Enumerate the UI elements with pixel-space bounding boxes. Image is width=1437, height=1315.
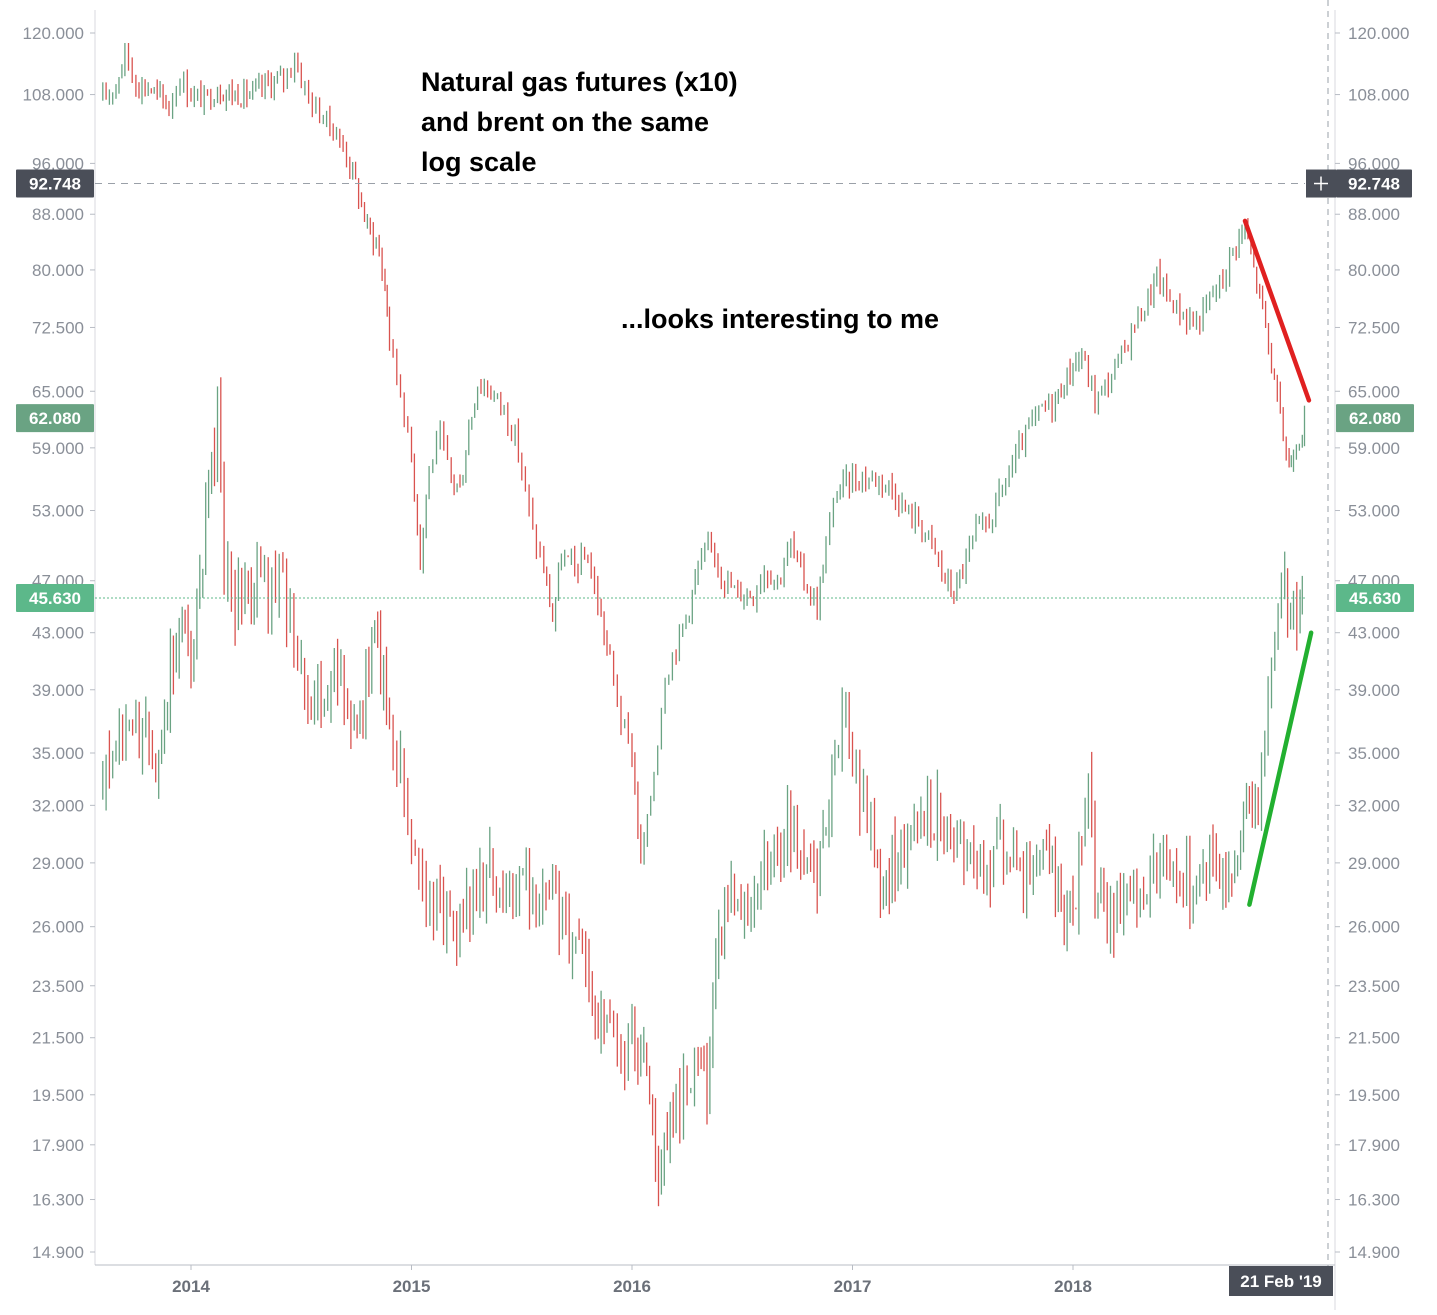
y-tick-right-3: 88.000 — [1348, 205, 1400, 224]
y-tick-left-15: 26.000 — [32, 918, 84, 937]
x-tick-2015: 2015 — [393, 1277, 431, 1296]
y-tick-left-19: 17.900 — [32, 1136, 84, 1155]
y-tick-left-3: 88.000 — [32, 205, 84, 224]
y-axis-right: 120.000 108.000 96.000 88.000 80.000 72.500 65… — [1335, 24, 1409, 1262]
y-tick-right-14: 29.000 — [1348, 854, 1400, 873]
gas-price-left-label: 45.630 — [29, 589, 81, 608]
y-tick-right-18: 19.500 — [1348, 1086, 1400, 1105]
y-tick-right-10: 43.000 — [1348, 624, 1400, 643]
y-tick-left-2: 96.000 — [32, 154, 84, 173]
y-tick-right-20: 16.300 — [1348, 1191, 1400, 1210]
brent-price-right-label: 62.080 — [1349, 409, 1401, 428]
y-tick-right-12: 35.000 — [1348, 744, 1400, 763]
y-tick-left-1: 108.000 — [23, 86, 84, 105]
crosshair-date-bg — [1229, 1266, 1333, 1296]
y-tick-left-13: 32.000 — [32, 796, 84, 815]
annotation-comment: ...looks interesting to me — [621, 304, 939, 334]
brent-price-left-label: 62.080 — [29, 409, 81, 428]
y-axis-left: 120.000 108.000 96.000 88.000 80.000 72.500 65… — [23, 24, 95, 1262]
gas-price-right: 45.630 — [1336, 584, 1414, 613]
annotation-line-3: log scale — [421, 147, 537, 177]
crosshair-price-left-label: 92.748 — [29, 175, 81, 194]
gas-price-right-label: 45.630 — [1349, 589, 1401, 608]
crosshair-price-left: 92.748 — [16, 169, 94, 198]
y-tick-left-16: 23.500 — [32, 977, 84, 996]
y-tick-left-4: 80.000 — [32, 261, 84, 280]
y-tick-left-11: 39.000 — [32, 681, 84, 700]
y-tick-right-21: 14.900 — [1348, 1243, 1400, 1262]
annotation-line-1: Natural gas futures (x10) — [421, 67, 738, 97]
y-tick-left-0: 120.000 — [23, 24, 84, 43]
y-tick-left-20: 16.300 — [32, 1191, 84, 1210]
y-tick-right-1: 108.000 — [1348, 86, 1409, 105]
y-tick-left-18: 19.500 — [32, 1086, 84, 1105]
brent-price-left-bg — [16, 404, 94, 433]
y-tick-right-15: 26.000 — [1348, 918, 1400, 937]
crosshair-date-badge: 21 Feb '19 — [1229, 1266, 1333, 1296]
y-tick-left-7: 59.000 — [32, 439, 84, 458]
y-tick-right-7: 59.000 — [1348, 439, 1400, 458]
crosshair-plus-icon — [1306, 169, 1336, 198]
y-tick-right-19: 17.900 — [1348, 1136, 1400, 1155]
gas-price-left: 45.630 — [16, 584, 94, 613]
x-tick-2018: 2018 — [1054, 1277, 1092, 1296]
y-tick-left-21: 14.900 — [32, 1243, 84, 1262]
x-tick-2016: 2016 — [613, 1277, 651, 1296]
y-tick-left-8: 53.000 — [32, 502, 84, 521]
series-brent — [102, 43, 1306, 865]
x-axis: 2014 2015 2016 2017 2018 — [172, 1265, 1092, 1296]
y-tick-left-14: 29.000 — [32, 854, 84, 873]
brent-price-left: 62.080 — [16, 404, 94, 433]
y-tick-right-13: 32.000 — [1348, 796, 1400, 815]
brent-price-right: 62.080 — [1336, 404, 1414, 433]
y-tick-left-10: 43.000 — [32, 624, 84, 643]
y-tick-left-17: 21.500 — [32, 1029, 84, 1048]
y-tick-left-6: 65.000 — [32, 382, 84, 401]
crosshair-price-right-label: 92.748 — [1348, 175, 1400, 194]
y-tick-right-0: 120.000 — [1348, 24, 1409, 43]
y-tick-right-5: 72.500 — [1348, 318, 1400, 337]
series-natural-gas — [102, 377, 1303, 1207]
series-layer — [102, 43, 1306, 1207]
crosshair-price-left-bg — [16, 169, 94, 198]
crosshair-price-right-bg — [1336, 169, 1412, 198]
y-tick-right-11: 39.000 — [1348, 681, 1400, 700]
chart-frame — [94, 0, 1336, 1310]
price-badges: 92.748 92.748 62.080 62.080 45.630 45.630 21 F… — [16, 169, 1414, 1296]
annotation-line-2: and brent on the same — [421, 107, 709, 137]
gas-price-right-bg — [1336, 584, 1414, 613]
x-tick-2017: 2017 — [834, 1277, 872, 1296]
trend-line-brent-down — [1242, 218, 1312, 403]
y-tick-right-6: 65.000 — [1348, 382, 1400, 401]
trend-line-gas-up — [1247, 630, 1314, 907]
y-tick-right-8: 53.000 — [1348, 502, 1400, 521]
y-tick-right-2: 96.000 — [1348, 154, 1400, 173]
y-tick-left-12: 35.000 — [32, 744, 84, 763]
annotations: Natural gas futures (x10) and brent on t… — [421, 67, 939, 334]
trend-arrows — [1242, 218, 1314, 907]
horizontal-lines — [95, 183, 1305, 599]
y-tick-right-16: 23.500 — [1348, 977, 1400, 996]
crosshair-date-label: 21 Feb '19 — [1240, 1272, 1322, 1291]
y-tick-right-4: 80.000 — [1348, 261, 1400, 280]
y-tick-left-5: 72.500 — [32, 318, 84, 337]
crosshair-price-right: 92.748 — [1336, 169, 1412, 198]
x-tick-2014: 2014 — [172, 1277, 210, 1296]
gas-price-left-bg — [16, 584, 94, 613]
brent-price-right-bg — [1336, 404, 1414, 433]
y-tick-right-17: 21.500 — [1348, 1029, 1400, 1048]
